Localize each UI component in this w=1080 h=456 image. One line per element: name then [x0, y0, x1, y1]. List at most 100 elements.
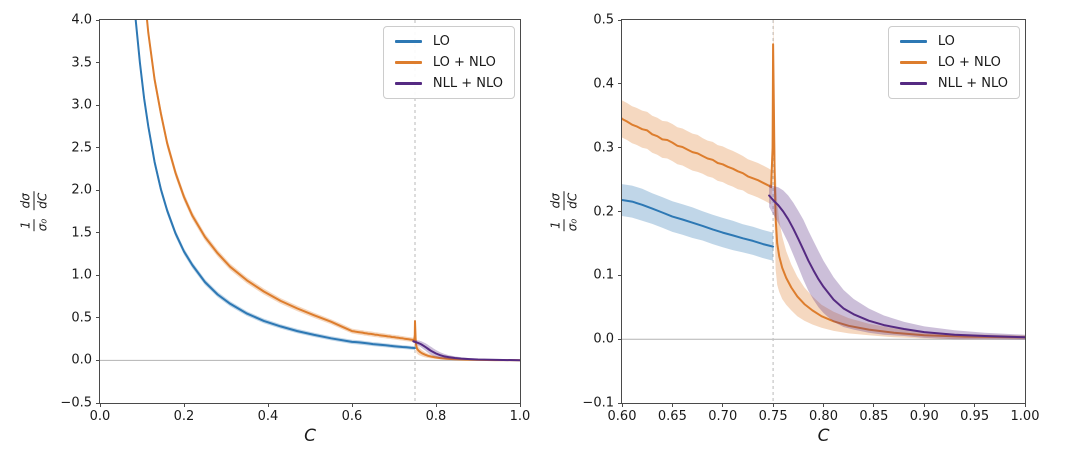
ylabel-denominator-2: dC: [565, 192, 580, 209]
legend-entry-lo-nlo: LO + NLO: [899, 55, 1008, 70]
y-axis-label: 1 σ₀ dσ dC: [548, 190, 580, 232]
ylabel-denominator-1: σ₀: [35, 218, 50, 231]
x-tick-mark: [519, 403, 521, 407]
curve-lo-nlo: [622, 43, 1025, 339]
y-tick-label: 3.5: [71, 55, 92, 71]
legend-label-lo-nlo: LO + NLO: [432, 55, 496, 70]
legend-label-nll-nlo: NLL + NLO: [432, 76, 503, 91]
ylabel-denominator-2: dC: [35, 192, 50, 209]
x-tick-label: 0.8: [425, 409, 447, 424]
y-tick-label: 0.5: [71, 310, 92, 326]
y-tick-label: 0.3: [593, 140, 614, 156]
ylabel-denominator-1: σ₀: [565, 218, 580, 231]
ylabel-fraction-2: dσ dC: [548, 190, 580, 210]
y-tick-label: 1.0: [71, 267, 92, 283]
legend-entry-lo-nlo: LO + NLO: [394, 55, 503, 70]
left-plot: LO LO + NLO NLL + NLO C 1 σ₀ dσ dC 0.0 0.2 0…: [19, 14, 531, 445]
y-tick-mark: [96, 232, 100, 234]
y-tick-label: 0.0: [71, 352, 92, 368]
y-tick-mark: [618, 338, 622, 340]
legend: LO LO + NLO NLL + NLO: [382, 26, 515, 99]
uncertainty-band-nll-nlo: [769, 184, 1025, 340]
ylabel-numerator-2: dσ: [548, 190, 565, 210]
legend-label-lo-nlo: LO + NLO: [937, 55, 1001, 70]
legend-entry-lo: LO: [394, 34, 503, 49]
curve-nll-nlo: [412, 340, 520, 362]
y-tick-mark: [96, 147, 100, 149]
x-tick-label: 0.6: [341, 409, 363, 424]
x-axis-label: C: [817, 426, 830, 446]
y-tick-label: 0.1: [593, 267, 614, 283]
y-axis-label: 1 σ₀ dσ dC: [18, 190, 50, 232]
y-tick-mark: [618, 402, 622, 404]
ylabel-fraction-1: 1 σ₀: [549, 216, 580, 232]
y-tick-mark: [96, 104, 100, 106]
y-tick-mark: [618, 147, 622, 149]
x-tick-label: 0.75: [758, 409, 788, 424]
legend-label-lo: LO: [432, 34, 450, 49]
y-tick-mark: [96, 62, 100, 64]
y-tick-label: −0.5: [60, 395, 92, 411]
y-tick-label: 0.5: [593, 12, 614, 28]
x-tick-mark: [923, 403, 925, 407]
ylabel-numerator-2: dσ: [18, 190, 35, 210]
x-tick-label: 0.95: [960, 409, 990, 424]
right-plot-canvas: [622, 20, 1025, 403]
x-axis-label: C: [304, 426, 316, 446]
y-tick-mark: [618, 19, 622, 21]
y-tick-mark: [618, 83, 622, 85]
legend-line-nll-nlo: [394, 82, 422, 85]
x-tick-label: 0.60: [607, 409, 637, 424]
legend-entry-nll-nlo: NLL + NLO: [394, 76, 503, 91]
ylabel-fraction-1: 1 σ₀: [19, 216, 50, 232]
curve-lo: [622, 198, 775, 248]
x-tick-label: 0.4: [257, 409, 279, 424]
legend-label-nll-nlo: NLL + NLO: [937, 76, 1008, 91]
curve-lo-nlo: [146, 20, 520, 362]
left-plot-canvas: [100, 20, 520, 403]
y-tick-label: 4.0: [71, 12, 92, 28]
y-tick-mark: [96, 19, 100, 21]
y-tick-mark: [96, 317, 100, 319]
curve-nll-nlo: [768, 194, 1025, 339]
x-tick-mark: [99, 403, 101, 407]
legend: LO LO + NLO NLL + NLO: [887, 26, 1020, 99]
x-tick-label: 0.65: [657, 409, 687, 424]
y-tick-label: 0.4: [593, 76, 614, 92]
y-tick-mark: [96, 402, 100, 404]
legend-line-lo: [899, 40, 927, 43]
legend-line-lo: [394, 40, 422, 43]
legend-label-lo: LO: [937, 34, 955, 49]
y-tick-mark: [96, 274, 100, 276]
legend-line-lo-nlo: [899, 61, 927, 64]
x-tick-mark: [435, 403, 437, 407]
x-tick-label: 0.70: [708, 409, 738, 424]
x-tick-mark: [621, 403, 623, 407]
x-tick-mark: [183, 403, 185, 407]
x-tick-label: 0.90: [909, 409, 939, 424]
y-tick-label: 2.5: [71, 140, 92, 156]
y-tick-label: 1.5: [71, 225, 92, 241]
y-tick-label: 0.0: [593, 331, 614, 347]
uncertainty-band-lo: [622, 184, 774, 261]
x-tick-label: 0.2: [173, 409, 195, 424]
x-tick-label: 1.0: [509, 409, 531, 424]
x-tick-mark: [772, 403, 774, 407]
x-tick-mark: [722, 403, 724, 407]
x-tick-label: 0.85: [859, 409, 889, 424]
y-tick-label: 0.2: [593, 204, 614, 219]
uncertainty-band-lo: [135, 20, 415, 350]
ylabel-fraction-2: dσ dC: [18, 190, 50, 210]
y-tick-mark: [618, 211, 622, 212]
legend-line-lo-nlo: [394, 61, 422, 64]
x-tick-label: 1.00: [1010, 409, 1040, 424]
y-tick-label: 2.0: [71, 182, 92, 198]
y-tick-mark: [96, 359, 100, 361]
legend-entry-nll-nlo: NLL + NLO: [899, 76, 1008, 91]
x-tick-mark: [873, 403, 875, 407]
legend-entry-lo: LO: [899, 34, 1008, 49]
x-tick-mark: [1024, 403, 1026, 407]
curve-lo: [134, 20, 416, 350]
y-tick-label: 3.0: [71, 97, 92, 113]
